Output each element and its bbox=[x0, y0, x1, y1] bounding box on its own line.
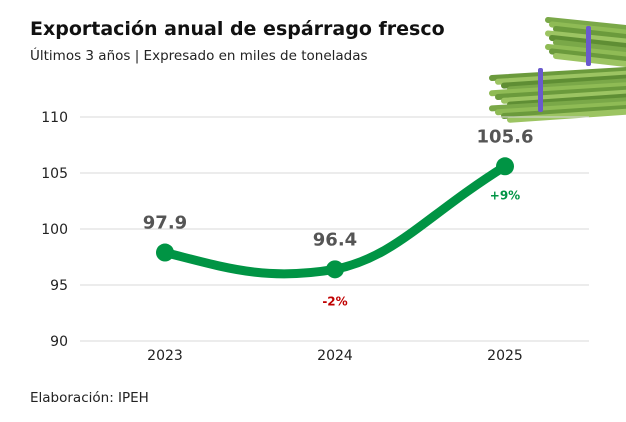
asparagus-spear bbox=[495, 86, 626, 100]
asparagus-spear bbox=[507, 108, 626, 123]
rubber-band bbox=[538, 68, 543, 112]
asparagus-spear bbox=[501, 105, 626, 119]
change-label: +9% bbox=[490, 188, 520, 202]
asparagus-spear bbox=[501, 89, 626, 104]
data-point bbox=[156, 243, 174, 262]
y-tick-label: 110 bbox=[41, 110, 68, 126]
asparagus-spear bbox=[489, 97, 626, 112]
chart-title: Exportación anual de espárrago fresco bbox=[30, 18, 445, 40]
y-tick-label: 105 bbox=[41, 166, 68, 182]
asparagus-spear bbox=[495, 101, 626, 116]
asparagus-spear bbox=[495, 70, 626, 85]
asparagus-spear bbox=[489, 67, 626, 81]
data-label: 96.4 bbox=[313, 229, 357, 250]
y-tick-label: 95 bbox=[50, 278, 68, 294]
x-tick-label: 2023 bbox=[147, 348, 183, 364]
data-point bbox=[496, 157, 514, 176]
y-tick-label: 90 bbox=[50, 334, 68, 350]
data-label: 97.9 bbox=[143, 213, 187, 234]
chart-subtitle: Últimos 3 años | Expresado en miles de t… bbox=[30, 48, 368, 64]
asparagus-spear bbox=[501, 74, 626, 89]
asparagus-spear bbox=[489, 82, 626, 97]
asparagus-spear bbox=[545, 17, 626, 31]
series-line bbox=[160, 161, 510, 279]
source-note: Elaboración: IPEH bbox=[30, 390, 149, 406]
y-tick-label: 100 bbox=[41, 222, 68, 238]
data-label: 105.6 bbox=[477, 126, 534, 147]
rubber-band bbox=[586, 26, 591, 66]
change-label: -2% bbox=[322, 294, 347, 308]
data-point bbox=[326, 260, 344, 279]
x-tick-label: 2025 bbox=[487, 348, 523, 364]
x-tick-label: 2024 bbox=[317, 348, 353, 364]
